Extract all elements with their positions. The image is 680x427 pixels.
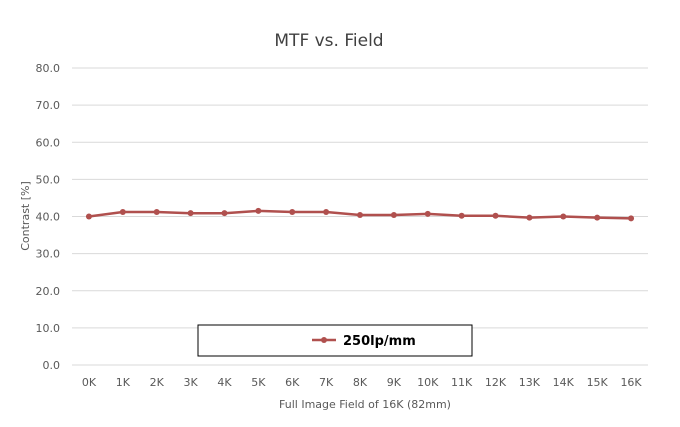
y-tick-label: 40.0 [36, 211, 61, 224]
data-point [357, 212, 363, 219]
data-point [187, 210, 194, 217]
x-tick-label: 13K [519, 376, 541, 389]
y-axis-ticks: 0.0 10.0 20.0 30.0 40.0 50.0 60.0 70.0 80.0 [36, 62, 61, 372]
x-tick-label: 5K [251, 376, 266, 389]
series-layer [85, 207, 635, 222]
y-tick-label: 30.0 [36, 248, 61, 261]
data-point [492, 212, 499, 219]
y-tick-label: 70.0 [36, 99, 61, 112]
y-tick-label: 10.0 [36, 322, 61, 335]
x-tick-label: 15K [587, 376, 609, 389]
x-tick-label: 6K [285, 376, 300, 389]
y-axis-label: Contrast [%] [19, 181, 32, 251]
data-point [153, 209, 160, 216]
x-axis-label: Full Image Field of 16K (82mm) [279, 398, 451, 411]
x-tick-label: 4K [217, 376, 232, 389]
x-tick-label: 11K [451, 376, 473, 389]
y-tick-label: 50.0 [36, 173, 61, 186]
x-tick-label: 16K [620, 376, 642, 389]
data-point [560, 213, 567, 220]
x-tick-label: 10K [417, 376, 439, 389]
y-tick-label: 0.0 [43, 359, 61, 372]
x-tick-label: 3K [183, 376, 198, 389]
data-point [458, 212, 465, 219]
x-tick-label: 8K [353, 376, 368, 389]
legend: 250lp/mm [197, 324, 473, 357]
data-point [424, 210, 431, 217]
x-tick-label: 1K [116, 376, 131, 389]
x-tick-label: 12K [485, 376, 507, 389]
y-tick-label: 60.0 [36, 136, 61, 149]
data-point [323, 209, 330, 216]
x-tick-label: 0K [82, 376, 97, 389]
chart-title: MTF vs. Field [274, 31, 383, 51]
x-tick-label: 2K [150, 376, 165, 389]
data-point [390, 212, 397, 219]
x-tick-label: 9K [387, 376, 402, 389]
data-point [594, 214, 601, 221]
data-point [289, 209, 296, 216]
legend-label: 250lp/mm [343, 334, 416, 349]
data-point [628, 215, 635, 222]
legend-marker-swatch [321, 337, 327, 343]
data-point [526, 214, 533, 221]
x-axis-ticks: 0K 1K 2K 3K 4K 5K 6K 7K 8K 9K 10K 11K 12K 13K 14K 15K 16… [82, 376, 643, 389]
y-tick-label: 20.0 [36, 285, 61, 298]
data-point [255, 207, 262, 214]
x-tick-label: 7K [319, 376, 334, 389]
x-tick-label: 14K [553, 376, 575, 389]
y-tick-label: 80.0 [36, 62, 61, 75]
data-point [85, 213, 92, 220]
data-point [119, 209, 126, 216]
data-point [221, 210, 228, 217]
